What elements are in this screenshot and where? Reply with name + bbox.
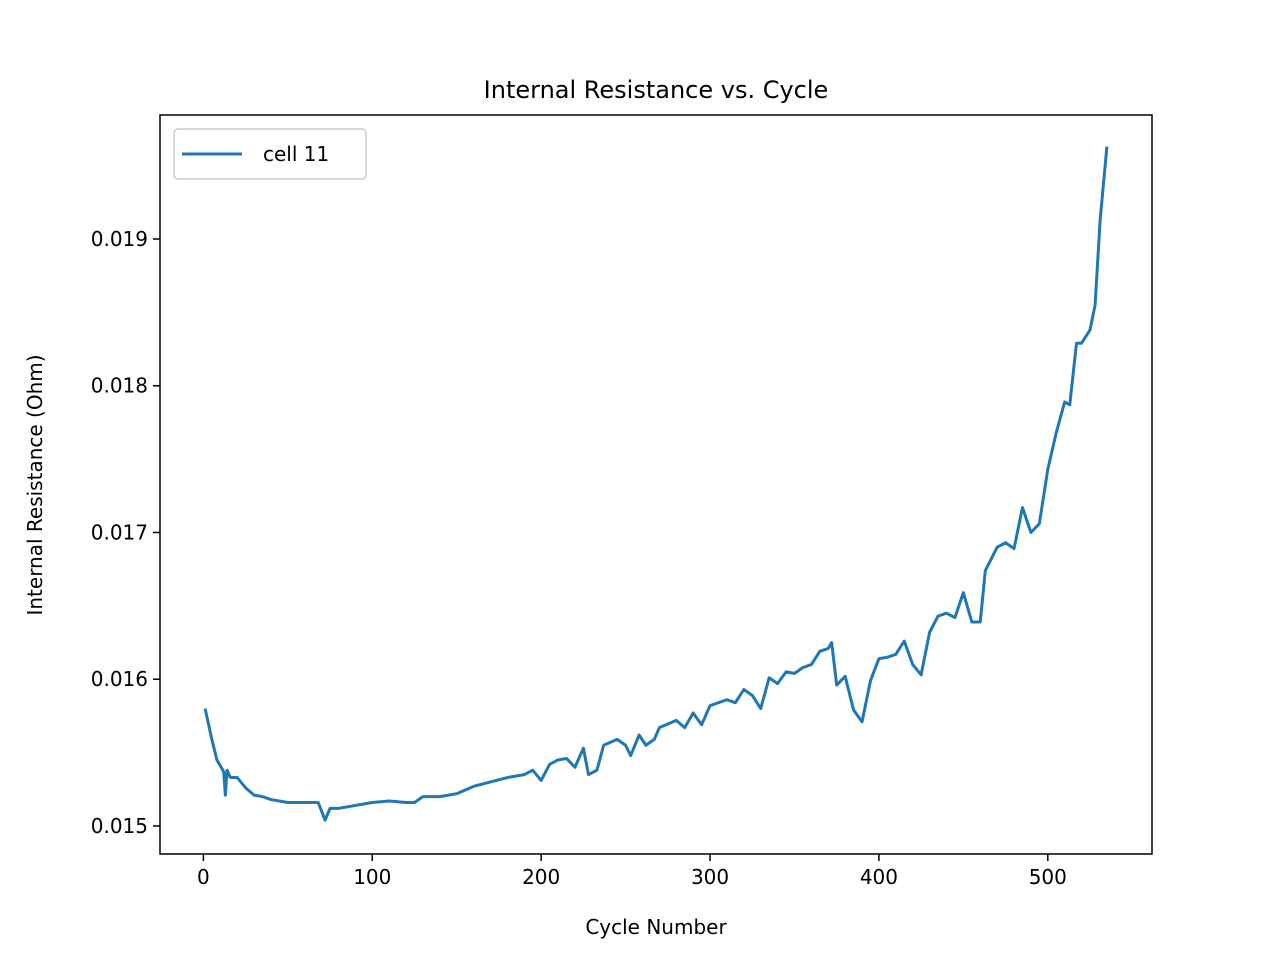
data-line [203,146,1109,822]
x-tick-label: 200 [522,865,560,889]
y-tick-label: 0.016 [91,667,148,691]
x-tick-label: 500 [1029,865,1067,889]
y-tick-label: 0.019 [91,227,148,251]
x-tick-label: 400 [860,865,898,889]
x-tick-label: 100 [353,865,391,889]
x-axis-label: Cycle Number [585,915,727,939]
y-axis-label: Internal Resistance (Ohm) [23,354,47,615]
y-tick-label: 0.018 [91,374,148,398]
x-tick-label: 300 [691,865,729,889]
y-tick-label: 0.015 [91,814,148,838]
x-tick-label: 0 [197,865,210,889]
chart-title: Internal Resistance vs. Cycle [484,76,829,104]
plot-frame [159,114,1153,855]
y-tick-label: 0.017 [91,520,148,544]
legend-box [173,128,367,180]
legend-label: cell 11 [263,142,329,166]
